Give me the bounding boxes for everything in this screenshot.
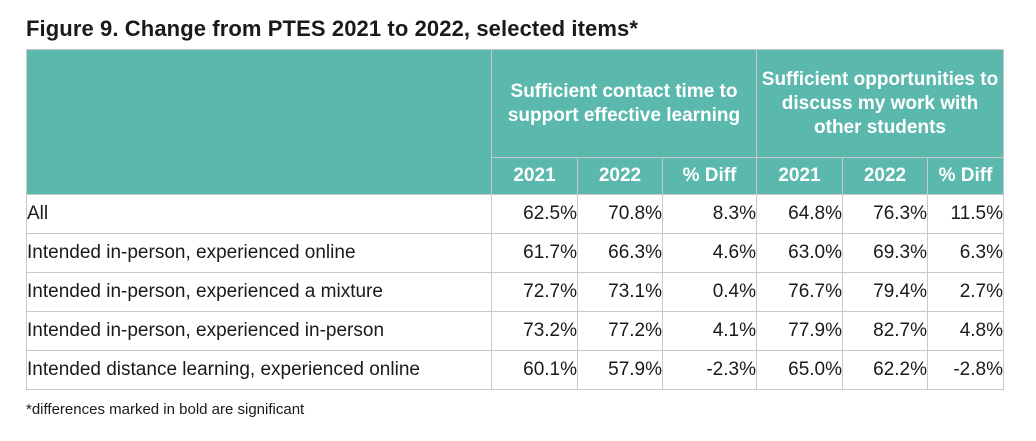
table-cell: 11.5% bbox=[927, 194, 1004, 234]
table-cell: 69.3% bbox=[842, 233, 928, 273]
table-cell: 70.8% bbox=[577, 194, 663, 234]
footnote: *differences marked in bold are signific… bbox=[26, 401, 305, 418]
table-cell: 62.5% bbox=[491, 194, 578, 234]
table-row: Intended in-person, experienced online 6… bbox=[26, 233, 1004, 273]
corner-header-cell bbox=[26, 49, 492, 195]
row-label: Intended in-person, experienced a mixtur… bbox=[26, 272, 492, 312]
table-cell: -2.3% bbox=[662, 350, 757, 390]
table-cell: 63.0% bbox=[756, 233, 843, 273]
row-label: Intended in-person, experienced online bbox=[26, 233, 492, 273]
table-cell: 76.3% bbox=[842, 194, 928, 234]
row-label: Intended distance learning, experienced … bbox=[26, 350, 492, 390]
table-cell: 66.3% bbox=[577, 233, 663, 273]
table-cell: 73.1% bbox=[577, 272, 663, 312]
table-cell: 6.3% bbox=[927, 233, 1004, 273]
comparison-table: Sufficient contact time to support effec… bbox=[26, 49, 1004, 390]
row-label: All bbox=[26, 194, 492, 234]
table-cell: 76.7% bbox=[756, 272, 843, 312]
table-cell: 65.0% bbox=[756, 350, 843, 390]
table-cell: 4.6% bbox=[662, 233, 757, 273]
table-cell: 2.7% bbox=[927, 272, 1004, 312]
subheader-2021: 2021 bbox=[756, 157, 843, 195]
table-cell: 73.2% bbox=[491, 311, 578, 351]
group-header-discuss-work: Sufficient opportunities to discuss my w… bbox=[756, 49, 1004, 158]
table-cell: 4.8% bbox=[927, 311, 1004, 351]
table-cell: 72.7% bbox=[491, 272, 578, 312]
table-row: Intended in-person, experienced in-perso… bbox=[26, 311, 1004, 351]
table-row: All 62.5% 70.8% 8.3% 64.8% 76.3% 11.5% bbox=[26, 194, 1004, 234]
table-cell: -2.8% bbox=[927, 350, 1004, 390]
table-cell: 64.8% bbox=[756, 194, 843, 234]
table-cell: 77.9% bbox=[756, 311, 843, 351]
row-label: Intended in-person, experienced in-perso… bbox=[26, 311, 492, 351]
table-cell: 62.2% bbox=[842, 350, 928, 390]
subheader-diff: % Diff bbox=[927, 157, 1004, 195]
table-cell: 77.2% bbox=[577, 311, 663, 351]
table-cell: 79.4% bbox=[842, 272, 928, 312]
group-header-row: Sufficient contact time to support effec… bbox=[26, 49, 1004, 195]
table-cell: 60.1% bbox=[491, 350, 578, 390]
table-cell: 8.3% bbox=[662, 194, 757, 234]
table-cell: 0.4% bbox=[662, 272, 757, 312]
subheader-2022: 2022 bbox=[842, 157, 928, 195]
subheader-diff: % Diff bbox=[662, 157, 757, 195]
figure-title: Figure 9. Change from PTES 2021 to 2022,… bbox=[26, 16, 639, 41]
table-row: Intended distance learning, experienced … bbox=[26, 350, 1004, 390]
subheader-2022: 2022 bbox=[577, 157, 663, 195]
group-header-contact-time: Sufficient contact time to support effec… bbox=[491, 49, 757, 158]
table-cell: 61.7% bbox=[491, 233, 578, 273]
table-cell: 82.7% bbox=[842, 311, 928, 351]
subheader-2021: 2021 bbox=[491, 157, 578, 195]
table-cell: 4.1% bbox=[662, 311, 757, 351]
table-row: Intended in-person, experienced a mixtur… bbox=[26, 272, 1004, 312]
subheader-row: 2021 2022 % Diff 2021 2022 % Diff bbox=[27, 157, 1004, 195]
table-cell: 57.9% bbox=[577, 350, 663, 390]
